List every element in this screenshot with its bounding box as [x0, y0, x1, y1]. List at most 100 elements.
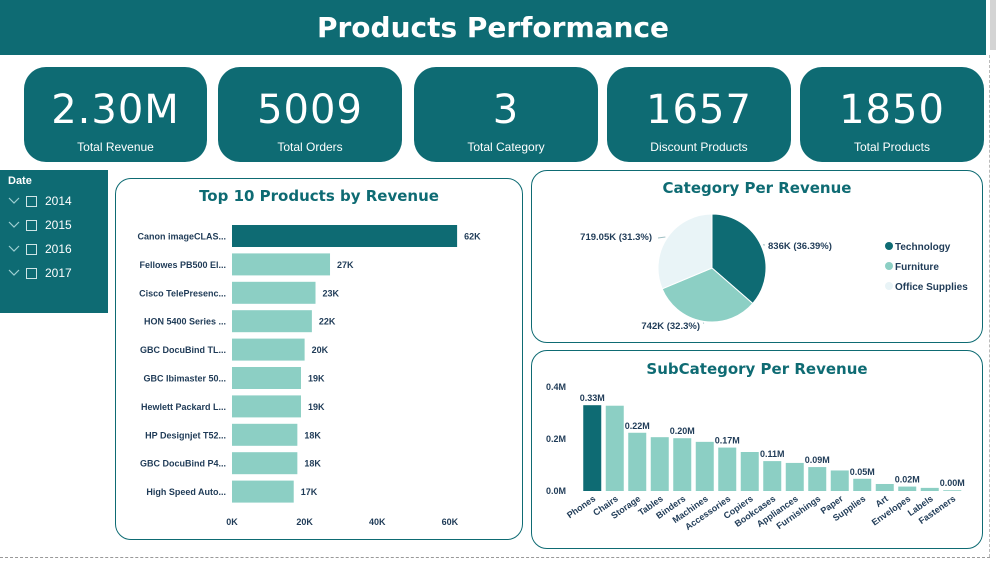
- bar-data-label: 22K: [319, 317, 336, 327]
- x-tick-label: 0K: [226, 517, 238, 527]
- bar-category-label: GBC DocuBind P4...: [140, 459, 226, 469]
- checkbox[interactable]: [26, 267, 37, 279]
- bar: [232, 367, 301, 389]
- bar: [628, 432, 647, 491]
- chevron-down-icon[interactable]: [8, 244, 20, 254]
- bar-data-label: 0.02M: [895, 475, 920, 485]
- bar: [920, 487, 939, 491]
- x-tick-label: 60K: [442, 517, 459, 527]
- page-title: Products Performance: [316, 11, 670, 44]
- x-tick-label: 40K: [369, 517, 386, 527]
- bar-category-label: HP Designjet T52...: [145, 430, 226, 440]
- y-tick-label: 0.4M: [546, 382, 566, 392]
- canvas-border-bottom: [0, 557, 990, 558]
- kpi-card-total-category[interactable]: 3 Total Category: [414, 67, 598, 162]
- legend-marker: [885, 282, 893, 290]
- date-item-2017[interactable]: 2017: [8, 264, 72, 282]
- date-item-2015[interactable]: 2015: [8, 216, 72, 234]
- bar-category-label: HON 5400 Series ...: [144, 317, 226, 327]
- bar-data-label: 0.11M: [760, 449, 785, 459]
- bar: [232, 225, 458, 247]
- kpi-value: 1850: [839, 87, 945, 133]
- scrollbar-track[interactable]: [987, 0, 1000, 566]
- bar-category-label: High Speed Auto...: [146, 487, 226, 497]
- bar-data-label: 0.00M: [940, 478, 965, 488]
- canvas-border-right: [989, 55, 990, 557]
- date-item-label: 2014: [45, 194, 72, 208]
- scrollbar-thumb[interactable]: [990, 0, 996, 50]
- kpi-label: Discount Products: [650, 140, 748, 154]
- bar: [232, 423, 298, 446]
- bar-data-label: 19K: [308, 402, 325, 412]
- subcategory-chart: 0.0M0.2M0.4M0.33MPhonesChairs0.22MStorag…: [546, 382, 965, 532]
- kpi-card-discount-products[interactable]: 1657 Discount Products: [607, 67, 791, 162]
- pie-slice: [711, 213, 767, 305]
- chevron-down-icon[interactable]: [8, 220, 20, 230]
- top-products-panel: Top 10 Products by Revenue Canon imageCL…: [115, 178, 523, 540]
- bar-data-label: 0.05M: [850, 467, 875, 477]
- bar-category-label: Canon imageCLAS...: [137, 232, 226, 242]
- kpi-value: 2.30M: [51, 87, 180, 133]
- bar: [718, 447, 737, 491]
- chevron-down-icon[interactable]: [8, 196, 20, 206]
- bar-data-label: 19K: [308, 374, 325, 384]
- date-slicer-title: Date: [8, 175, 32, 187]
- bar-data-label: 18K: [304, 459, 321, 469]
- bar-data-label: 23K: [323, 288, 340, 298]
- subcategory-panel: SubCategory Per Revenue 0.0M 0.2M 0.4M 0.33…: [531, 350, 983, 549]
- legend-marker: [885, 262, 893, 270]
- bar: [232, 338, 305, 361]
- bar: [785, 462, 804, 491]
- bar: [808, 467, 827, 491]
- bar: [650, 437, 669, 491]
- pie-data-label: 836K (36.39%): [768, 241, 832, 252]
- date-item-2016[interactable]: 2016: [8, 240, 72, 258]
- pie-slice: [657, 213, 713, 290]
- date-item-label: 2015: [45, 218, 72, 232]
- bar: [740, 452, 759, 491]
- checkbox[interactable]: [26, 195, 37, 207]
- bar: [830, 470, 849, 491]
- bar: [232, 253, 331, 276]
- bar-data-label: 0.17M: [715, 436, 740, 446]
- pie-data-label: 719.05K (31.3%): [580, 232, 652, 243]
- bar: [232, 310, 312, 333]
- bar-data-label: 18K: [304, 430, 321, 440]
- kpi-value: 1657: [646, 87, 752, 133]
- kpi-card-total-orders[interactable]: 5009 Total Orders: [218, 67, 402, 162]
- bar: [232, 452, 298, 475]
- legend-marker: [885, 242, 893, 250]
- bar-category-label: Cisco TelePresenc...: [139, 288, 226, 298]
- chart-title: Category Per Revenue: [662, 179, 852, 197]
- kpi-card-total-revenue[interactable]: 2.30M Total Revenue: [24, 67, 207, 162]
- x-tick-label: 20K: [296, 517, 313, 527]
- y-tick-label: 0.2M: [546, 434, 566, 444]
- legend-label: Office Supplies: [895, 282, 968, 293]
- bar: [232, 395, 301, 418]
- bar-data-label: 0.09M: [805, 455, 830, 465]
- kpi-value: 5009: [257, 87, 363, 133]
- y-tick-label: 0.0M: [546, 486, 566, 496]
- bar: [875, 483, 894, 491]
- date-item-label: 2016: [45, 242, 72, 256]
- bar-category-label: GBC Ibimaster 50...: [143, 374, 226, 384]
- bar: [232, 281, 316, 304]
- bar-data-label: 0.20M: [670, 426, 695, 436]
- bar-data-label: 0.22M: [625, 421, 650, 431]
- chevron-down-icon[interactable]: [8, 268, 20, 278]
- bar: [605, 405, 624, 491]
- chart-title: SubCategory Per Revenue: [646, 360, 868, 378]
- bar-category-label: Hewlett Packard L...: [141, 402, 226, 412]
- category-pie-chart: 836K (36.39%) 742K (32.3%) 719.05K (31.3%)…: [580, 213, 968, 332]
- date-item-2014[interactable]: 2014: [8, 192, 72, 210]
- x-tick-label: Phones: [565, 493, 597, 520]
- bar-category-label: GBC DocuBind TL...: [140, 345, 226, 355]
- kpi-card-total-products[interactable]: 1850 Total Products: [800, 67, 984, 162]
- bar-data-label: 62K: [464, 232, 481, 242]
- bar-data-label: 17K: [301, 487, 318, 497]
- date-slicer: Date 2014 2015 2016 2017: [0, 170, 108, 313]
- pie-slice: [661, 267, 754, 323]
- checkbox[interactable]: [26, 219, 37, 231]
- kpi-label: Total Revenue: [77, 140, 154, 154]
- checkbox[interactable]: [26, 243, 37, 255]
